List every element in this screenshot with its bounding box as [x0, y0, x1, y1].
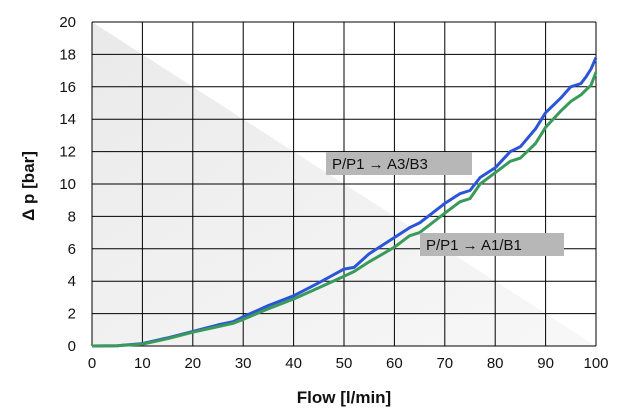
- series-annotations: P/P1 → A3/B3 P/P1 → A1/B1: [326, 152, 564, 256]
- x-tick-label: 20: [184, 355, 201, 372]
- series-line-1: [91, 71, 598, 348]
- y-tick-label: 14: [59, 111, 76, 128]
- x-tick-label: 60: [386, 355, 403, 372]
- y-tick-label: 16: [59, 79, 76, 96]
- x-tick-label: 70: [436, 355, 453, 372]
- x-tick-labels: 0 10 20 30 40 50 60 70 80 90 100: [88, 355, 609, 372]
- annotation-label: P/P1 → A3/B3: [332, 156, 428, 173]
- y-tick-label: 2: [68, 306, 76, 323]
- y-tick-labels: 0 2 4 6 8 10 12 14 16 18 20: [59, 14, 76, 355]
- x-tick-label: 30: [235, 355, 252, 372]
- y-tick-label: 6: [68, 241, 76, 258]
- gridlines: [91, 21, 597, 347]
- x-tick-label: 40: [285, 355, 302, 372]
- series-line-0: [91, 56, 598, 348]
- annotation-label: P/P1 → A1/B1: [426, 237, 522, 254]
- y-tick-label: 0: [68, 338, 76, 355]
- x-axis-title: Flow [l/min]: [297, 388, 391, 407]
- y-tick-label: 20: [59, 14, 76, 31]
- y-tick-label: 18: [59, 46, 76, 63]
- y-tick-label: 4: [68, 273, 76, 290]
- x-tick-label: 100: [583, 355, 608, 372]
- y-tick-label: 10: [59, 176, 76, 193]
- y-axis-title: Δ p [bar]: [19, 151, 38, 221]
- x-tick-label: 50: [336, 355, 353, 372]
- y-tick-label: 8: [68, 208, 76, 225]
- y-tick-label: 12: [59, 144, 76, 161]
- annotation-box: [326, 152, 472, 175]
- x-tick-label: 10: [134, 355, 151, 372]
- x-tick-label: 0: [88, 355, 96, 372]
- series-lines: [91, 56, 598, 348]
- annotation-box: [420, 233, 564, 256]
- x-tick-label: 80: [487, 355, 504, 372]
- x-tick-label: 90: [537, 355, 554, 372]
